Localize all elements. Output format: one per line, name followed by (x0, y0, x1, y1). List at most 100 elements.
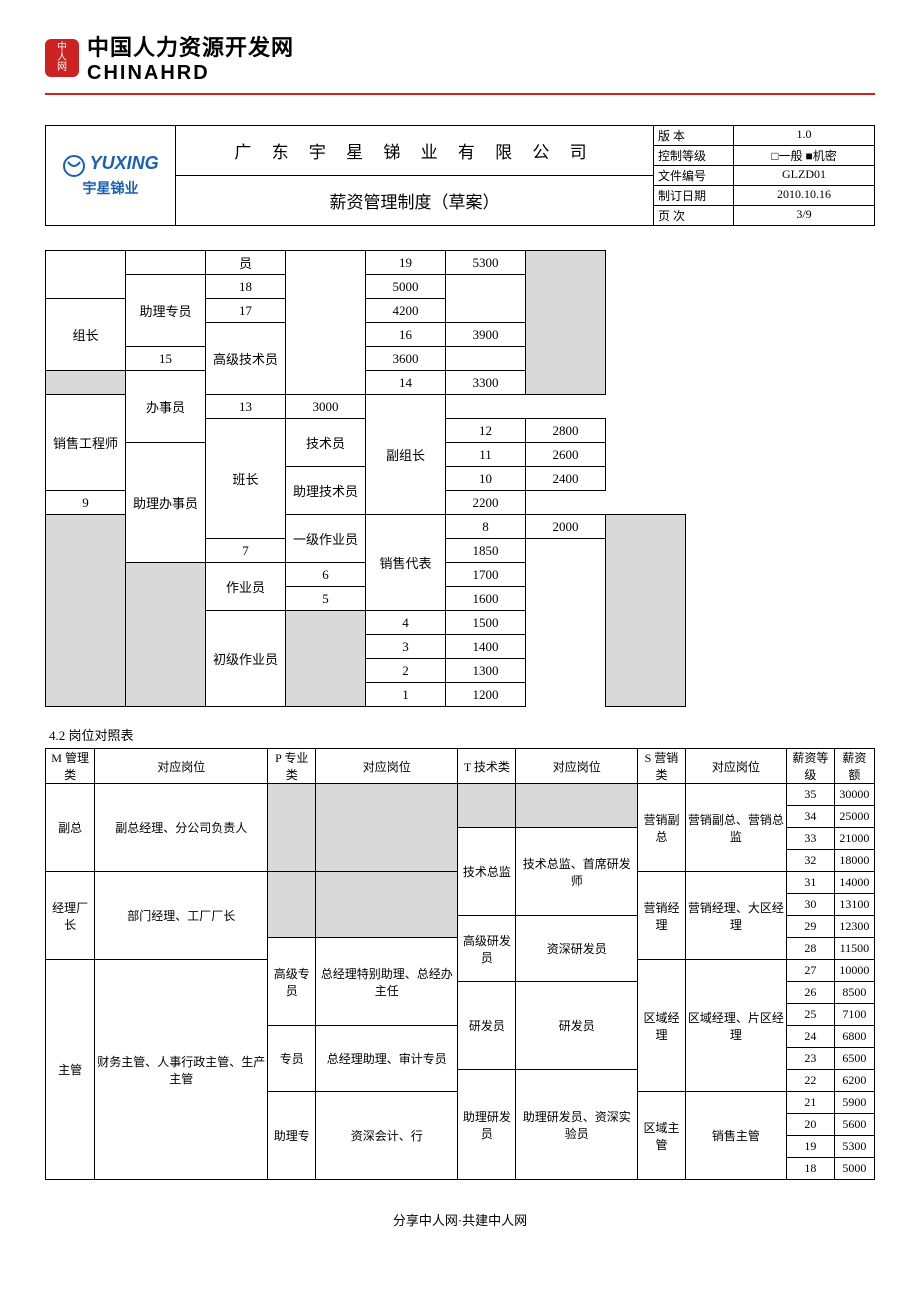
table-cell (286, 611, 366, 707)
page-footer: 分享中人网·共建中人网 (45, 1210, 875, 1229)
table-cell: 经理厂长 (46, 872, 95, 960)
table-cell: 2000 (526, 515, 606, 539)
table-cell: 3600 (366, 347, 446, 371)
site-title-cn: 中国人力资源开发网 (87, 30, 294, 62)
table-cell: 32 (786, 850, 834, 872)
table-cell: 初级作业员 (206, 611, 286, 707)
site-logo-icon: 中 人 网 (45, 39, 79, 77)
table-cell: 6800 (834, 1026, 874, 1048)
table-cell: 班长 (206, 419, 286, 539)
table-cell: 4200 (366, 299, 446, 323)
table-cell: 23 (786, 1048, 834, 1070)
table-cell: 营销经理 (638, 872, 686, 960)
table-cell: 6 (286, 563, 366, 587)
table-cell: 12 (446, 419, 526, 443)
table-cell: 1850 (446, 539, 526, 563)
table-cell: 14 (366, 371, 446, 395)
table-cell (126, 251, 206, 275)
table-cell: 9 (46, 491, 126, 515)
table-cell: 3300 (446, 371, 526, 395)
table-cell: 助理研发员 (458, 1070, 516, 1180)
table-cell: 销售工程师 (46, 395, 126, 491)
table-cell: 研发员 (458, 982, 516, 1070)
table-cell: 1500 (446, 611, 526, 635)
table-cell (526, 251, 606, 395)
company-name: 广 东 宇 星 锑 业 有 限 公 司 (176, 126, 653, 176)
table-cell: 3 (366, 635, 446, 659)
table-cell: 19 (786, 1136, 834, 1158)
table-cell: 技术总监 (458, 828, 516, 916)
table-cell: 1400 (446, 635, 526, 659)
table-cell: 8 (446, 515, 526, 539)
table-cell: 10000 (834, 960, 874, 982)
company-logo: YUXING 宇星锑业 (62, 153, 158, 198)
site-header: 中 人 网 中国人力资源开发网 CHINAHRD (45, 30, 875, 95)
table-cell: 营销副总 (638, 784, 686, 872)
table-cell: 5600 (834, 1114, 874, 1136)
table-cell: 12300 (834, 916, 874, 938)
table-cell: 副总经理、分公司负责人 (95, 784, 268, 872)
table-cell (268, 784, 316, 872)
table-header: 对应岗位 (316, 749, 458, 784)
table-cell: 区域经理、片区经理 (685, 960, 786, 1092)
table-cell: 助理技术员 (286, 467, 366, 515)
table-cell: 5000 (834, 1158, 874, 1180)
table-cell: 营销经理、大区经理 (685, 872, 786, 960)
table-cell: 助理研发员、资深实验员 (516, 1070, 638, 1180)
table-cell: 13 (206, 395, 286, 419)
table-cell: 2400 (526, 467, 606, 491)
table-cell: 5300 (834, 1136, 874, 1158)
table-cell: 24 (786, 1026, 834, 1048)
table-cell: 27 (786, 960, 834, 982)
table-cell: 员 (206, 251, 286, 275)
table-cell: 区域经理 (638, 960, 686, 1092)
table-cell: 组长 (46, 299, 126, 371)
table-cell: 2200 (446, 491, 526, 515)
table-header: 对应岗位 (516, 749, 638, 784)
table-cell: 17 (206, 299, 286, 323)
table-cell: 1 (366, 683, 446, 707)
table-cell (458, 784, 516, 828)
table-cell: 一级作业员 (286, 515, 366, 563)
table-cell: 3900 (446, 323, 526, 347)
table-cell (46, 515, 126, 707)
table-cell: 18 (206, 275, 286, 299)
table-cell: 销售代表 (366, 515, 446, 611)
table-cell: 6200 (834, 1070, 874, 1092)
table-cell: 1200 (446, 683, 526, 707)
table-cell (606, 515, 686, 707)
salary-level-table: 员195300助理专员185000组长174200高级技术员1639001536… (45, 250, 686, 707)
table-cell: 5900 (834, 1092, 874, 1114)
table-cell: 10 (446, 467, 526, 491)
table-header: S 营销类 (638, 749, 686, 784)
table-cell: 30000 (834, 784, 874, 806)
table-header: 薪资等级 (786, 749, 834, 784)
table-cell (316, 784, 458, 872)
table-cell: 11 (446, 443, 526, 467)
table-cell: 11500 (834, 938, 874, 960)
table-cell: 30 (786, 894, 834, 916)
table-cell: 部门经理、工厂厂长 (95, 872, 268, 960)
table-header: T 技术类 (458, 749, 516, 784)
table-header: 对应岗位 (685, 749, 786, 784)
site-title-en: CHINAHRD (87, 62, 294, 85)
table-cell (516, 784, 638, 828)
table-cell: 28 (786, 938, 834, 960)
table-cell: 办事员 (126, 371, 206, 443)
table-cell: 6500 (834, 1048, 874, 1070)
table-cell (286, 251, 366, 395)
table-header: M 管理类 (46, 749, 95, 784)
table-cell: 助理专 (268, 1092, 316, 1180)
table-cell: 助理办事员 (126, 443, 206, 563)
table-cell: 作业员 (206, 563, 286, 611)
table-cell: 20 (786, 1114, 834, 1136)
table-cell (126, 563, 206, 707)
table-cell: 25 (786, 1004, 834, 1026)
position-comparison-table: M 管理类对应岗位P 专业类对应岗位T 技术类对应岗位S 营销类对应岗位薪资等级… (45, 748, 875, 1180)
document-meta: 版 本1.0 控制等级□一般 ■机密 文件编号GLZD01 制订日期2010.1… (654, 126, 874, 225)
table-cell: 1600 (446, 587, 526, 611)
table-cell: 14000 (834, 872, 874, 894)
table-cell: 1700 (446, 563, 526, 587)
table-cell: 22 (786, 1070, 834, 1092)
table-cell: 1300 (446, 659, 526, 683)
